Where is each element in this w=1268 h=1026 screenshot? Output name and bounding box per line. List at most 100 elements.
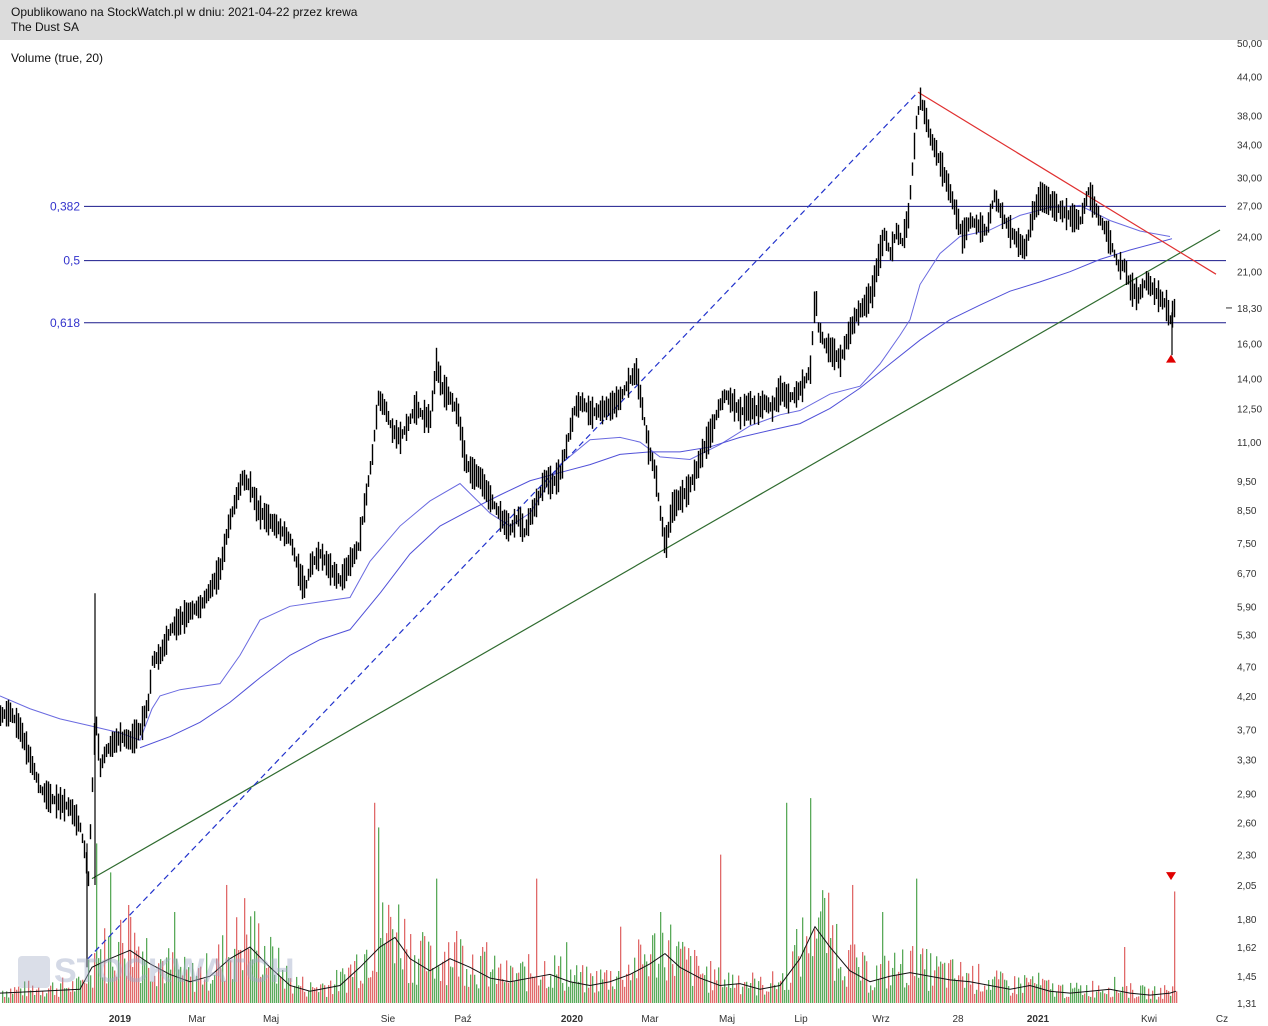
volume-bar [416, 984, 418, 1003]
volume-bar [422, 932, 424, 1003]
volume-bar [756, 995, 758, 1003]
volume-bar [702, 973, 704, 1003]
volume-bar [1136, 996, 1138, 1003]
volume-bar [46, 993, 48, 1003]
volume-bar [1072, 988, 1074, 1003]
moving-average-long [139, 238, 1173, 749]
x-axis-label: Wrz [872, 1014, 890, 1025]
volume-bar [1004, 979, 1006, 1003]
volume-bar [1134, 998, 1136, 1003]
volume-bar [428, 941, 430, 1003]
volume-bar [824, 897, 826, 1003]
volume-bar [714, 969, 716, 1003]
volume-bar [724, 979, 726, 1003]
volume-bar [12, 993, 14, 1003]
volume-bar [670, 924, 672, 1003]
volume-bar [980, 991, 982, 1003]
volume-bar [8, 997, 10, 1003]
volume-bar [414, 955, 416, 1003]
volume-bar [234, 948, 236, 1003]
volume-bar [1150, 998, 1152, 1003]
volume-bar [1060, 985, 1062, 1003]
volume-bar [312, 987, 314, 1003]
volume-bar [174, 912, 176, 1003]
volume-bar [964, 987, 966, 1003]
volume-bar [268, 967, 270, 1003]
volume-bar [672, 964, 674, 1003]
volume-bar [10, 988, 12, 1003]
y-tick-label: 2,30 [1237, 851, 1257, 862]
publish-info: Opublikowano na StockWatch.pl w dniu: 20… [11, 5, 358, 19]
volume-bar [44, 996, 46, 1003]
volume-bar [820, 911, 822, 1003]
volume-bar [984, 985, 986, 1003]
volume-bar [828, 892, 830, 1003]
volume-bar [290, 978, 292, 1003]
volume-bar [22, 995, 24, 1003]
volume-bar [1168, 991, 1170, 1003]
volume-bar [760, 976, 762, 1003]
volume-bar [356, 954, 358, 1003]
volume-bar [1158, 996, 1160, 1003]
volume-bar [118, 941, 120, 1003]
volume-bar [500, 963, 502, 1003]
volume-bar [732, 974, 734, 1003]
volume-bar [562, 982, 564, 1003]
volume-bar [446, 985, 448, 1003]
volume-bar [488, 986, 490, 1003]
volume-bar [220, 967, 222, 1003]
volume-bar [40, 995, 42, 1003]
volume-bar [136, 950, 138, 1003]
volume-bar [182, 975, 184, 1003]
volume-bar [974, 993, 976, 1003]
y-tick-label: 21,00 [1237, 268, 1262, 279]
volume-bar [936, 956, 938, 1003]
volume-bar [878, 979, 880, 1003]
volume-bar [368, 977, 370, 1003]
volume-bar [840, 966, 842, 1003]
volume-bar [566, 942, 568, 1003]
volume-bar [616, 976, 618, 1003]
volume-bar [126, 975, 128, 1003]
volume-bar [376, 971, 378, 1003]
volume-bar [272, 946, 274, 1003]
volume-bar [348, 967, 350, 1003]
volume-bar [750, 983, 752, 1003]
volume-bar [832, 925, 834, 1003]
volume-bar [114, 970, 116, 1003]
volume-bar [568, 986, 570, 1003]
volume-bar [34, 995, 36, 1003]
volume-bar [442, 961, 444, 1003]
volume-bar [700, 974, 702, 1003]
y-tick-label: 1,62 [1237, 943, 1257, 954]
volume-bar [588, 987, 590, 1003]
volume-bar [56, 988, 58, 1003]
volume-bar [740, 994, 742, 1003]
volume-bar [674, 975, 676, 1003]
volume-bar [1074, 987, 1076, 1003]
volume-bar [462, 945, 464, 1003]
volume-bar [438, 966, 440, 1003]
volume-bar [420, 940, 422, 1003]
volume-bar [2, 990, 4, 1003]
volume-bar [82, 979, 84, 1003]
trendline-resistance [917, 91, 1217, 275]
volume-bar [1092, 980, 1094, 1003]
volume-bar [788, 989, 790, 1003]
volume-bar [406, 949, 408, 1003]
volume-bar [14, 987, 16, 1003]
volume-bar [332, 994, 334, 1003]
y-tick-label: 18,30 [1237, 304, 1262, 315]
volume-bar [684, 946, 686, 1003]
volume-bar [784, 989, 786, 1003]
volume-bar [284, 988, 286, 1003]
volume-bar [1036, 984, 1038, 1003]
volume-bar [450, 966, 452, 1003]
volume-bar [648, 976, 650, 1003]
volume-bar [430, 945, 432, 1003]
volume-bar [722, 987, 724, 1003]
volume-bar [378, 827, 380, 1003]
y-tick-label: 9,50 [1237, 477, 1257, 488]
watermark: STOCKWATCH [54, 952, 295, 990]
